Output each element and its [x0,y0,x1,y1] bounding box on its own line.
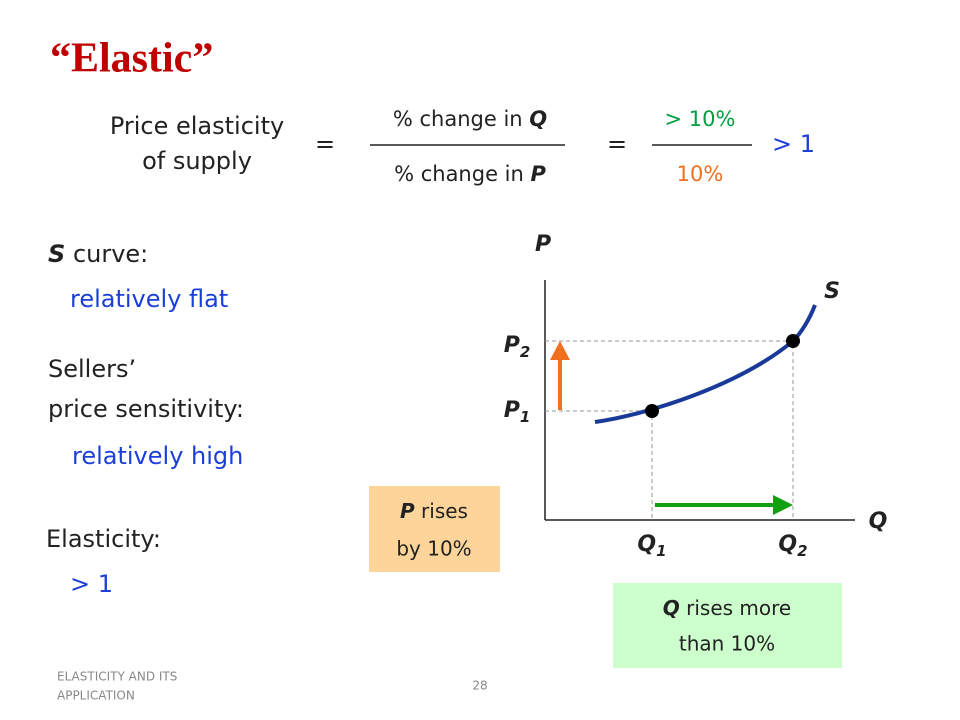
formula-lhs: Price elasticity [110,112,284,140]
numerator-var: Q [529,107,547,131]
denominator-text: % change in [394,162,524,186]
q2-label: Q2 [778,532,807,560]
q1-var: Q [637,532,656,557]
s-text: curve: [73,240,148,268]
footer-source: APPLICATION [57,689,135,703]
y-axis-label: P [535,232,551,257]
footer-source: ELASTICITY AND ITS [57,670,177,684]
p1-var: P [504,398,520,423]
price-arrow-head [550,341,570,360]
point-1 [645,404,659,418]
p1-sub: 1 [520,408,530,426]
supply-curve [594,304,817,424]
q1-sub: 1 [656,542,666,560]
quantity-box-var: Q [663,596,680,620]
q2-var: Q [778,532,797,557]
equals: = [607,130,627,158]
price-box-text: rises [421,499,468,523]
price-box-line1: P rises [400,499,468,523]
den-value: 10% [677,162,724,186]
p2-var: P [504,333,520,358]
quantity-arrow-head [773,495,793,515]
p2-label: P2 [504,333,531,361]
denominator: % change in P [394,162,546,186]
page-number: 28 [472,679,487,693]
quantity-box-line2: than 10% [679,632,775,656]
p2-sub: 2 [520,343,530,361]
s-var: S [48,240,65,268]
numerator-text: % change in [393,107,523,131]
quantity-box-line1: Q rises more [663,596,791,620]
title: “Elastic” [50,36,213,82]
s-curve-value: relatively flat [70,285,228,313]
numerator: % change in Q [393,107,547,131]
elasticity-value: > 1 [70,570,113,598]
formula-lhs: of supply [142,147,252,175]
quantity-box-text: rises more [686,596,791,620]
result: > 1 [772,130,815,158]
elasticity-label: Elasticity: [46,525,161,553]
price-box-var: P [400,499,415,523]
point-2 [786,334,800,348]
x-axis-label: Q [869,509,888,534]
sensitivity-label: Sellers’ [48,355,136,383]
sensitivity-label: price sensitivity: [48,395,244,423]
equals: = [315,130,335,158]
num-value: > 10% [665,107,736,131]
s-curve-label: S curve: [48,240,148,268]
price-box-line2: by 10% [396,537,471,561]
q1-label: Q1 [637,532,666,560]
guide-1 [545,410,653,520]
q2-sub: 2 [797,542,807,560]
price-box [369,486,500,572]
p1-label: P1 [504,398,531,426]
quantity-box [613,583,842,668]
denominator-var: P [531,162,547,186]
curve-label: S [824,279,840,304]
sensitivity-value: relatively high [72,442,243,470]
